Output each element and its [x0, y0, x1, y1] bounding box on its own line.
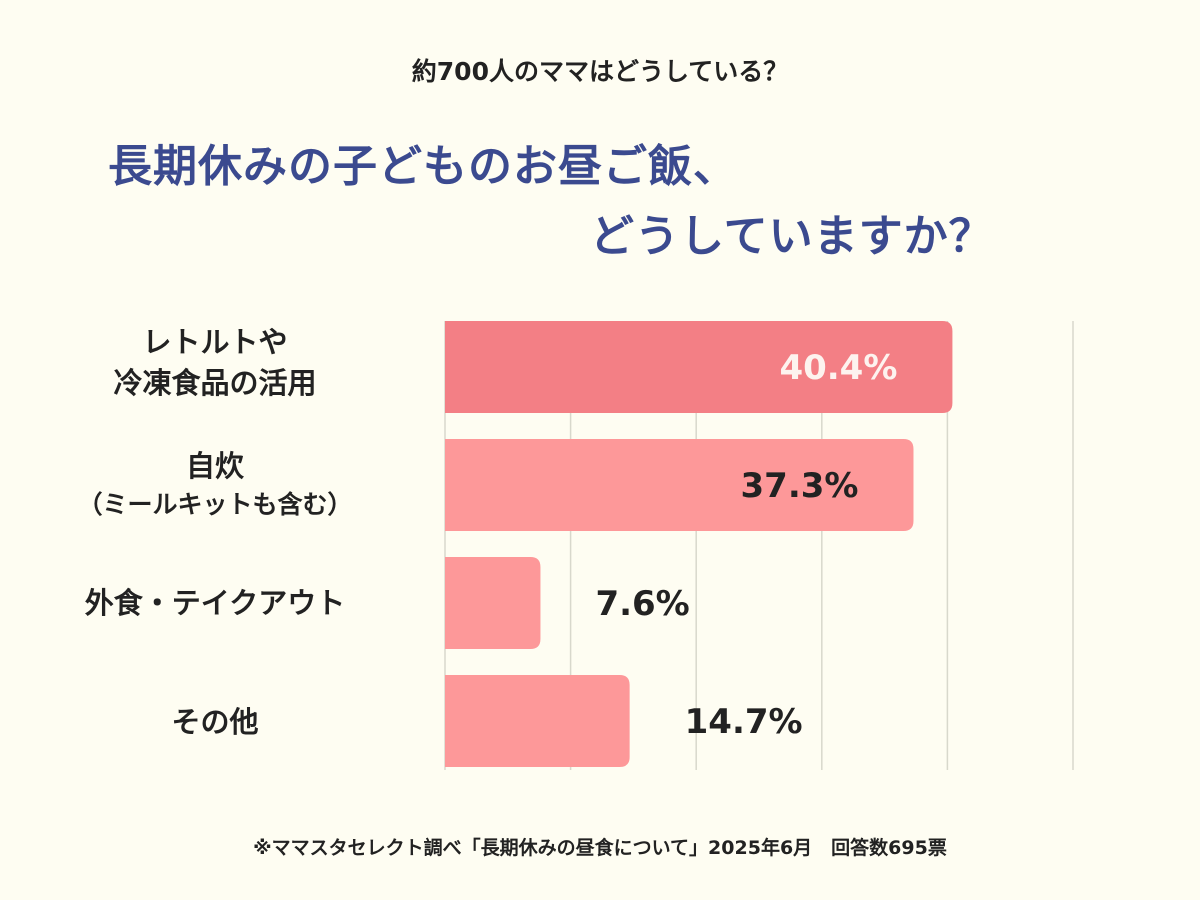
- category-label-line: 外食・テイクアウト: [84, 586, 346, 620]
- category-label-line: 冷凍食品の活用: [113, 365, 317, 400]
- data-label: 37.3%: [741, 466, 859, 506]
- category-label-line: レトルトや: [142, 325, 288, 359]
- bar: [445, 439, 914, 531]
- bar: [445, 557, 541, 649]
- bar: [445, 675, 630, 767]
- title-line-2: どうしていますか？: [590, 211, 994, 262]
- category-label-line: その他: [171, 705, 259, 739]
- data-label: 7.6%: [595, 584, 689, 624]
- category-label: その他: [30, 702, 400, 743]
- category-label: 自炊 （ミールキットも含む）: [30, 446, 400, 522]
- data-label: 40.4%: [779, 348, 897, 388]
- data-label: 14.7%: [685, 702, 803, 742]
- subtitle: 約700人のママはどうしている？: [411, 57, 789, 86]
- category-label-line: 自炊: [185, 449, 244, 483]
- bar: [445, 321, 953, 413]
- category-label-line: （ミールキットも含む）: [77, 489, 353, 519]
- category-label: 外食・テイクアウト: [30, 583, 400, 624]
- title-line-1: 長期休みの子どものお昼ご飯、: [108, 141, 738, 192]
- category-label: レトルトや 冷凍食品の活用: [30, 322, 400, 403]
- footnote: ※ママスタセレクト調べ「長期休みの昼食について」2025年6月 回答数695票: [253, 837, 947, 859]
